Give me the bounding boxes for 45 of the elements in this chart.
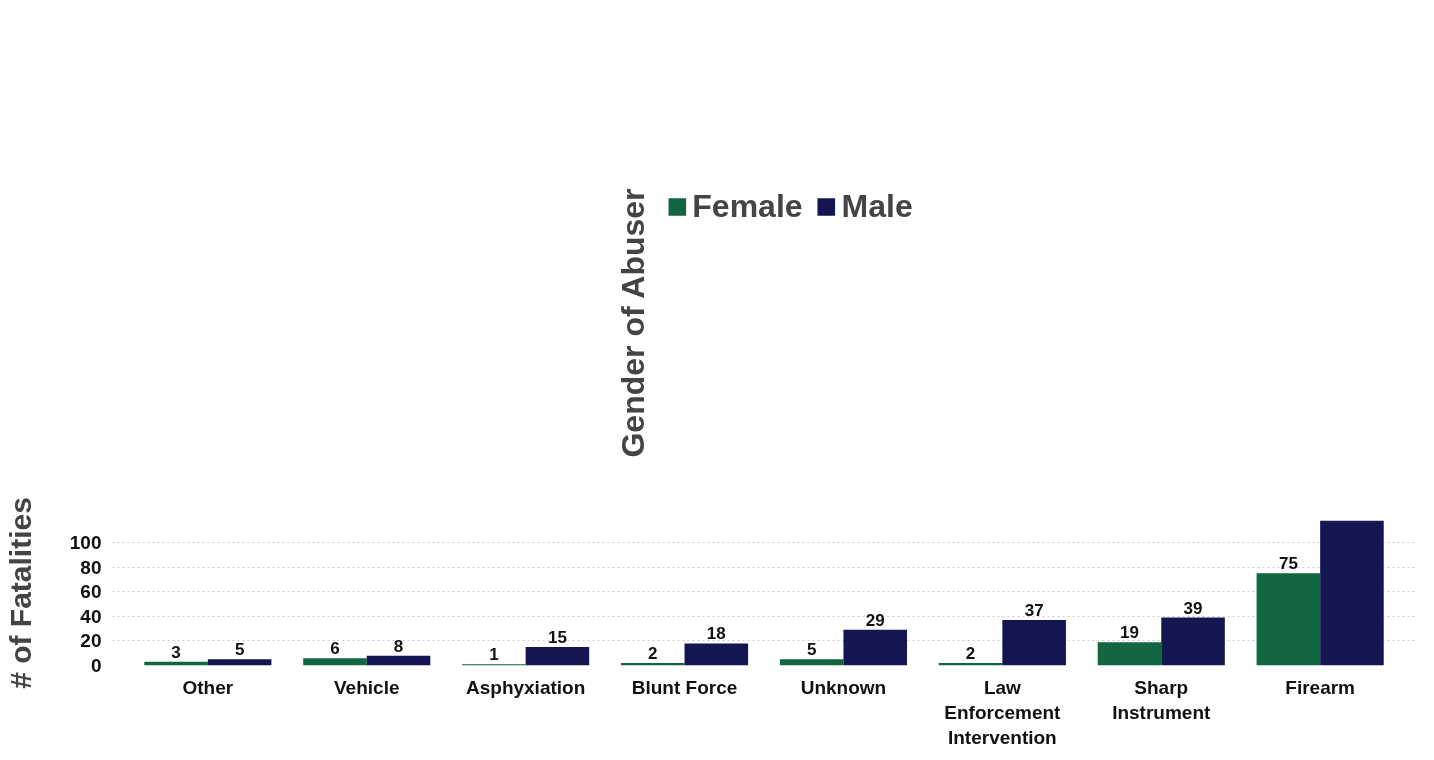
data-label: 3 — [171, 642, 181, 662]
data-label: 8 — [393, 636, 404, 656]
x-tick-label: Firearm — [1285, 676, 1356, 698]
bar — [1256, 573, 1321, 666]
bar — [207, 659, 272, 666]
y-tick-label: 100 — [69, 532, 102, 554]
data-label: 5 — [806, 640, 817, 660]
y-axis-title: # of Fatalities — [3, 497, 37, 689]
data-label: 29 — [865, 610, 885, 630]
y-tick-label: 60 — [80, 581, 102, 603]
data-label: 75 — [1278, 554, 1298, 574]
data-label: 15 — [547, 628, 567, 648]
y-tick-label: 20 — [80, 630, 102, 652]
x-tick-label: Law Enforcement Intervention — [944, 676, 1062, 748]
legend-label: Male — [841, 188, 913, 226]
x-tick-label: Other — [182, 676, 234, 698]
data-label: 37 — [1024, 601, 1044, 621]
bar — [843, 629, 908, 666]
y-tick-label: 80 — [80, 556, 102, 578]
data-label: 2 — [965, 644, 976, 664]
bar — [303, 658, 367, 666]
data-label: 1 — [489, 645, 499, 665]
data-label: 39 — [1183, 598, 1203, 618]
x-tick-label: Unknown — [800, 676, 887, 698]
bar — [366, 655, 431, 666]
legend-title: Gender of Abuser — [614, 188, 652, 458]
bar — [1002, 620, 1066, 666]
bar — [1097, 642, 1162, 666]
data-label: 18 — [706, 624, 726, 644]
bar — [1161, 617, 1225, 666]
y-tick-label: 40 — [80, 605, 102, 627]
data-label: 2 — [648, 644, 658, 664]
bar — [779, 659, 844, 666]
data-label: 19 — [1120, 623, 1139, 643]
bar — [684, 643, 749, 666]
x-tick-label: Blunt Force — [631, 676, 738, 698]
legend-label: Female — [692, 188, 803, 226]
bar — [525, 647, 590, 666]
data-label: 6 — [330, 639, 340, 659]
x-tick-label: Vehicle — [334, 676, 400, 698]
x-tick-label: Asphyxiation — [466, 676, 586, 698]
data-label: 5 — [234, 640, 245, 660]
y-tick-label: 0 — [90, 655, 102, 676]
x-tick-label: Sharp Instrument — [1112, 676, 1212, 723]
bar — [1320, 520, 1384, 666]
